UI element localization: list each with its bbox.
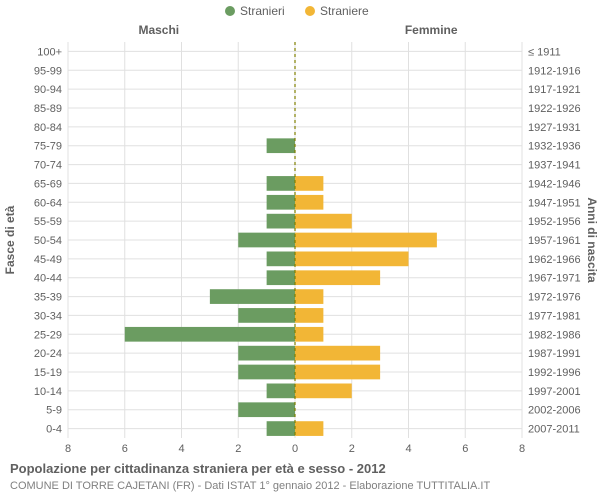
- bar-male: [267, 270, 295, 285]
- bar-male: [238, 365, 295, 380]
- age-label: 50-54: [34, 235, 62, 247]
- birth-label: 1997-2001: [528, 386, 581, 398]
- age-label: 90-94: [34, 84, 62, 96]
- bar-male: [238, 233, 295, 248]
- birth-label: 1947-1951: [528, 197, 581, 209]
- bar-female: [295, 233, 437, 248]
- bar-male: [267, 195, 295, 210]
- bar-female: [295, 270, 380, 285]
- bar-male: [267, 176, 295, 191]
- birth-label: 1952-1956: [528, 216, 581, 228]
- section-title-male: Maschi: [138, 23, 179, 37]
- age-label: 25-29: [34, 329, 62, 341]
- bar-female: [295, 214, 352, 229]
- birth-label: 1967-1971: [528, 273, 581, 285]
- bar-male: [267, 138, 295, 153]
- x-tick-label: 8: [519, 443, 525, 455]
- age-label: 65-69: [34, 178, 62, 190]
- bar-female: [295, 365, 380, 380]
- x-tick-label: 4: [405, 443, 411, 455]
- bar-female: [295, 327, 323, 342]
- x-tick-label: 2: [349, 443, 355, 455]
- y-axis-title-right: Anni di nascita: [585, 197, 599, 283]
- birth-label: 1942-1946: [528, 178, 581, 190]
- age-label: 5-9: [46, 405, 62, 417]
- x-tick-label: 6: [122, 443, 128, 455]
- bar-male: [267, 252, 295, 267]
- chart-svg: Stranieri Straniere Maschi Femmine 8 6 4 2 0 2 4 6 8…: [0, 0, 600, 460]
- bar-male: [267, 421, 295, 436]
- legend: Stranieri Straniere: [225, 4, 369, 18]
- birth-label: 1992-1996: [528, 367, 581, 379]
- bar-female: [295, 176, 323, 191]
- age-label: 80-84: [34, 122, 62, 134]
- x-tick-label: 2: [235, 443, 241, 455]
- bar-male: [210, 289, 295, 304]
- bar-female: [295, 289, 323, 304]
- bar-female: [295, 421, 323, 436]
- legend-label-female: Straniere: [320, 4, 369, 18]
- age-label: 85-89: [34, 103, 62, 115]
- age-label: 70-74: [34, 160, 62, 172]
- bar-male: [238, 402, 295, 417]
- birth-label: ≤ 1911: [528, 46, 561, 58]
- bar-male: [125, 327, 295, 342]
- birth-label: 1977-1981: [528, 310, 581, 322]
- x-tick-label: 4: [178, 443, 184, 455]
- birth-label: 1987-1991: [528, 348, 581, 360]
- birth-label: 2002-2006: [528, 405, 581, 417]
- bar-male: [238, 346, 295, 361]
- bar-male: [267, 384, 295, 399]
- age-label: 45-49: [34, 254, 62, 266]
- section-title-female: Femmine: [405, 23, 458, 37]
- legend-label-male: Stranieri: [240, 4, 285, 18]
- birth-label: 1962-1966: [528, 254, 581, 266]
- birth-label: 1927-1931: [528, 122, 581, 134]
- birth-label: 1932-1936: [528, 141, 581, 153]
- birth-label: 1937-1941: [528, 160, 581, 172]
- age-label: 60-64: [34, 197, 62, 209]
- birth-label: 1922-1926: [528, 103, 581, 115]
- bar-female: [295, 195, 323, 210]
- legend-marker-female: [305, 6, 315, 16]
- age-label: 35-39: [34, 292, 62, 304]
- age-label: 10-14: [34, 386, 62, 398]
- bar-female: [295, 308, 323, 323]
- age-label: 75-79: [34, 141, 62, 153]
- age-label: 15-19: [34, 367, 62, 379]
- x-tick-label: 0: [292, 443, 298, 455]
- birth-label: 1972-1976: [528, 292, 581, 304]
- bar-female: [295, 252, 409, 267]
- birth-label: 1917-1921: [528, 84, 581, 96]
- caption-sub: COMUNE DI TORRE CAJETANI (FR) - Dati IST…: [10, 480, 490, 492]
- caption-title: Popolazione per cittadinanza straniera p…: [10, 461, 386, 476]
- legend-marker-male: [225, 6, 235, 16]
- age-label: 0-4: [46, 424, 62, 436]
- pyramid-chart: Stranieri Straniere Maschi Femmine 8 6 4 2 0 2 4 6 8…: [0, 0, 600, 500]
- bar-male: [238, 308, 295, 323]
- birth-label: 1982-1986: [528, 329, 581, 341]
- x-tick-label: 6: [462, 443, 468, 455]
- age-label: 30-34: [34, 310, 62, 322]
- birth-label: 1912-1916: [528, 65, 581, 77]
- y-axis-title-left: Fasce di età: [3, 205, 17, 274]
- bar-female: [295, 384, 352, 399]
- birth-label: 2007-2011: [528, 424, 580, 436]
- age-label: 95-99: [34, 65, 62, 77]
- birth-label: 1957-1961: [528, 235, 581, 247]
- x-tick-label: 8: [65, 443, 71, 455]
- age-label: 20-24: [34, 348, 62, 360]
- age-label: 100+: [37, 46, 62, 58]
- age-label: 55-59: [34, 216, 62, 228]
- bar-female: [295, 346, 380, 361]
- bar-male: [267, 214, 295, 229]
- age-label: 40-44: [34, 273, 62, 285]
